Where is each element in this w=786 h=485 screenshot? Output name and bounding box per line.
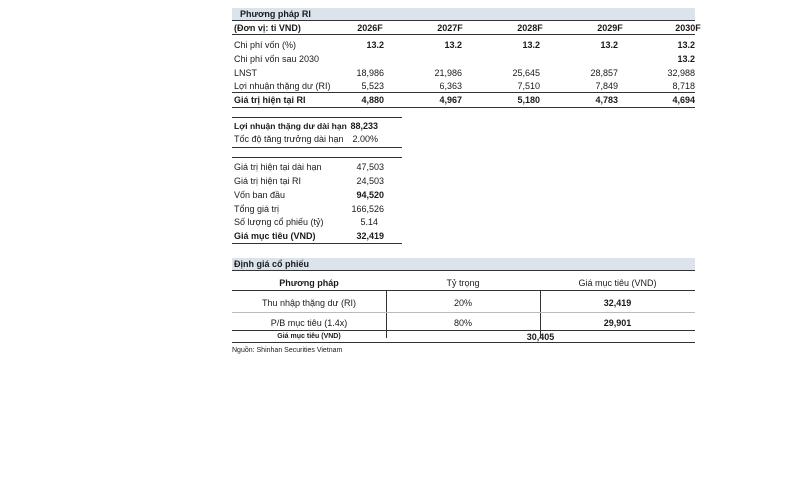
ri-cell: 32,988: [667, 68, 695, 78]
ri-row-label: Giá trị hiện tại RI: [234, 95, 306, 105]
valuation-row-rule: [232, 312, 695, 313]
valuation-col-divider: [540, 290, 541, 338]
value-amount: 24,503: [356, 176, 384, 186]
long-term-label: Lợi nhuận thặng dư dài hạn: [234, 121, 347, 131]
valuation-target: 29,901: [603, 318, 632, 328]
ri-cell: 8,718: [672, 81, 695, 91]
ri-cell: 4,880: [361, 95, 384, 105]
valuation-total-label: Giá mục tiêu (VND): [277, 333, 341, 340]
long-term-label: Tốc độ tăng trưởng dài hạn: [234, 134, 344, 144]
ri-cell: 5,523: [361, 81, 384, 91]
ri-cell: 7,849: [595, 81, 618, 91]
ri-year-header: 2030F: [675, 23, 701, 33]
long-term-top-rule: [232, 117, 402, 118]
long-term-value: 88,233: [350, 121, 378, 131]
valuation-total-rule: [232, 330, 695, 331]
ri-cell: 13.2: [677, 54, 695, 64]
ri-cell: 4,967: [439, 95, 462, 105]
ri-cell: 13.2: [600, 40, 618, 50]
ri-year-header: 2028F: [517, 23, 543, 33]
ri-bottom-rule: [232, 107, 695, 108]
valuation-title-bar: [232, 258, 695, 270]
ri-cell: 7,510: [517, 81, 540, 91]
ri-cell: 28,857: [590, 68, 618, 78]
valuation-total-value: 30,405: [526, 332, 555, 342]
valuation-bottom-rule: [232, 342, 695, 343]
ri-row-label: Chi phí vốn (%): [234, 40, 297, 50]
ri-year-header: 2029F: [597, 23, 623, 33]
valuation-weight: 20%: [453, 298, 472, 308]
long-term-value: 2.00%: [352, 134, 378, 144]
ri-year-header: 2027F: [437, 23, 463, 33]
ri-year-header: 2026F: [357, 23, 383, 33]
valuation-weight: 80%: [453, 318, 472, 328]
value-bottom-rule: [232, 243, 402, 244]
long-term-bottom-rule: [232, 147, 402, 148]
source-note: Nguồn: Shinhan Securities Vietnam: [232, 347, 343, 354]
ri-header-top-rule: [232, 20, 695, 21]
value-label: Giá trị hiện tại RI: [234, 176, 302, 186]
ri-table-title: Phương pháp RI: [240, 9, 311, 19]
value-label: Số lượng cổ phiếu (tỷ): [234, 217, 324, 227]
value-label: Giá mục tiêu (VND): [234, 231, 316, 241]
value-label: Tổng giá trị: [234, 204, 280, 214]
ri-cell: 18,986: [356, 68, 384, 78]
valuation-header: Giá mục tiêu (VND): [578, 278, 657, 288]
ri-row-label: Chi phí vốn sau 2030: [234, 54, 320, 64]
ri-cell: 4,783: [595, 95, 618, 105]
value-amount: 166,526: [351, 204, 384, 214]
ri-cell: 13.2: [522, 40, 540, 50]
valuation-method: P/B mục tiêu (1.4x): [270, 318, 348, 328]
value-amount: 32,419: [356, 231, 384, 241]
value-amount: 94,520: [356, 190, 384, 200]
ri-unit-label: (Đơn vị: tỉ VND): [234, 23, 301, 33]
ri-cell: 25,645: [512, 68, 540, 78]
value-top-rule: [232, 157, 402, 158]
valuation-target: 32,419: [603, 298, 632, 308]
ri-cell: 13.2: [677, 40, 695, 50]
ri-cell: 6,363: [439, 81, 462, 91]
value-label: Giá trị hiện tại dài hạn: [234, 162, 322, 172]
ri-cell: 13.2: [366, 40, 384, 50]
valuation-method: Thu nhập thặng dư (RI): [261, 298, 357, 308]
ri-header-bottom-rule: [232, 34, 695, 35]
ri-row-label: LNST: [234, 68, 258, 78]
value-amount: 47,503: [356, 162, 384, 172]
ri-cell: 13.2: [444, 40, 462, 50]
value-label: Vốn ban đầu: [234, 190, 286, 200]
ri-row-label: Lợi nhuận thặng dư (RI): [234, 81, 331, 91]
ri-cell: 5,180: [517, 95, 540, 105]
valuation-col-divider: [386, 290, 387, 338]
valuation-title: Định giá cổ phiếu: [234, 259, 310, 269]
valuation-header: Phương pháp: [279, 278, 339, 288]
valuation-header-rule: [232, 290, 695, 291]
ri-cell: 21,986: [434, 68, 462, 78]
valuation-header: Tỷ trọng: [446, 278, 480, 288]
ri-total-rule: [232, 92, 695, 93]
valuation-title-rule: [232, 270, 695, 271]
ri-title-bar: [232, 8, 695, 20]
value-amount: 5.14: [360, 217, 378, 227]
ri-cell: 4,694: [672, 95, 695, 105]
